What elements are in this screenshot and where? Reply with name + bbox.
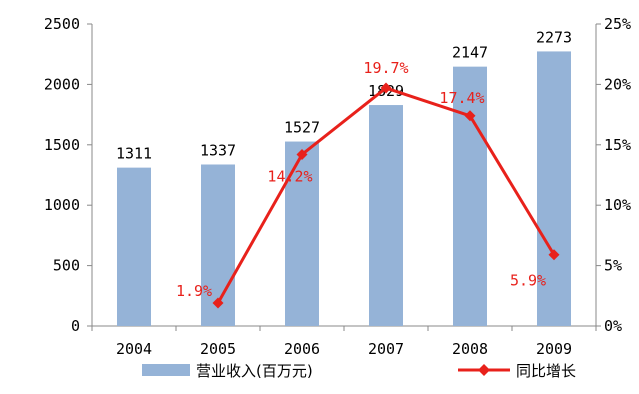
x-tick-label: 2006 xyxy=(284,340,320,358)
legend-swatch-growth-marker xyxy=(478,364,490,376)
x-tick-label: 2005 xyxy=(200,340,236,358)
bar xyxy=(369,105,403,327)
y-left-tick-label: 1500 xyxy=(44,136,80,154)
legend-swatch-revenue xyxy=(142,364,190,376)
y-right-tick-label: 25% xyxy=(604,15,631,33)
growth-point-marker xyxy=(296,148,308,160)
growth-value-label: 1.9% xyxy=(176,282,212,300)
bar-value-label: 2147 xyxy=(452,44,488,62)
y-right-tick-label: 10% xyxy=(604,196,631,214)
growth-value-label: 19.7% xyxy=(363,59,408,77)
y-left-tick-label: 2000 xyxy=(44,75,80,93)
bar-value-label: 2273 xyxy=(536,28,572,46)
y-left-tick-label: 0 xyxy=(71,317,80,335)
bar-value-label: 1311 xyxy=(116,145,152,163)
bar xyxy=(537,51,571,326)
y-left-tick-label: 500 xyxy=(53,257,80,275)
x-tick-label: 2004 xyxy=(116,340,152,358)
growth-point-marker xyxy=(380,82,392,94)
growth-point-marker xyxy=(548,249,560,261)
x-tick-label: 2007 xyxy=(368,340,404,358)
y-right-tick-label: 15% xyxy=(604,136,631,154)
growth-value-label: 5.9% xyxy=(510,272,546,290)
y-left-tick-label: 2500 xyxy=(44,15,80,33)
y-right-tick-label: 20% xyxy=(604,75,631,93)
x-tick-label: 2009 xyxy=(536,340,572,358)
bar xyxy=(117,167,151,326)
y-right-tick-label: 0% xyxy=(604,317,622,335)
growth-point-marker xyxy=(212,297,224,309)
y-right-tick-label: 5% xyxy=(604,257,622,275)
legend-label-growth: 同比增长 xyxy=(516,362,576,380)
growth-value-label: 17.4% xyxy=(439,89,484,107)
growth-value-label: 14.2% xyxy=(267,167,312,185)
bar-value-label: 1337 xyxy=(200,141,236,159)
legend-label-revenue: 营业收入(百万元) xyxy=(196,362,313,380)
bar-value-label: 1527 xyxy=(284,119,320,137)
growth-point-marker xyxy=(464,110,476,122)
bar xyxy=(453,66,487,327)
x-tick-label: 2008 xyxy=(452,340,488,358)
y-left-tick-label: 1000 xyxy=(44,196,80,214)
